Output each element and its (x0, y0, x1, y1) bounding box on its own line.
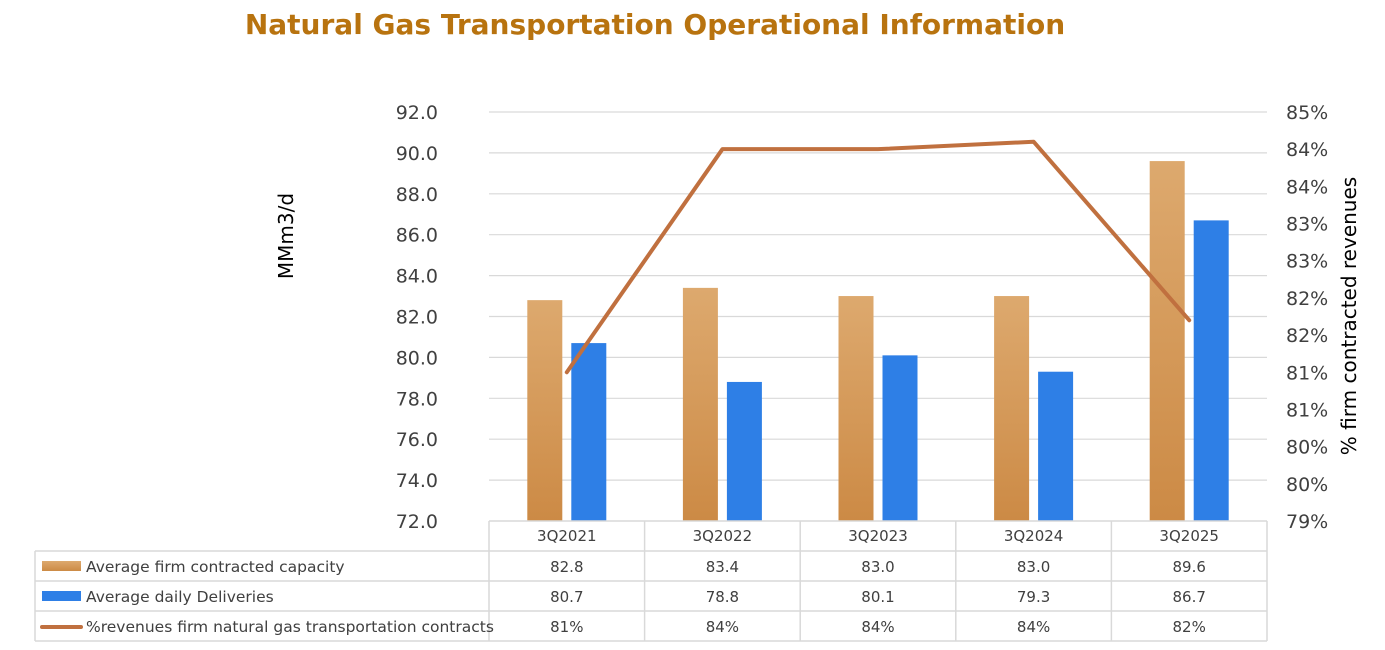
data-label: 84% (1017, 618, 1050, 636)
bar-firm-capacity (682, 287, 718, 521)
data-label: 86.7 (1172, 588, 1205, 606)
x-tick-label: 3Q2023 (848, 527, 908, 545)
y2-tick-label: 83% (1286, 214, 1328, 236)
bar-firm-capacity (838, 296, 874, 521)
bar-daily-deliveries (571, 343, 607, 521)
data-label: 80.1 (861, 588, 894, 606)
y-axis-title: MMm3/d (274, 193, 298, 279)
data-label: 83.0 (1017, 558, 1050, 576)
bar-daily-deliveries (1193, 220, 1229, 521)
y2-tick-label: 81% (1286, 399, 1328, 421)
data-table: 3Q2021 3Q2022 3Q2023 3Q2024 3Q2025 Average fi… (34, 520, 1268, 642)
legend-label: Average daily Deliveries (86, 588, 274, 606)
chart-title: Natural Gas Transportation Operational I… (245, 8, 1065, 41)
x-tick-label: 3Q2024 (1004, 527, 1064, 545)
data-label: 80.7 (550, 588, 583, 606)
line-firm-revenues (564, 139, 1192, 375)
data-label: 81% (550, 618, 583, 636)
x-tick-label: 3Q2021 (537, 527, 597, 545)
y-tick-label: 82.0 (396, 307, 438, 329)
y-tick-label: 88.0 (396, 184, 438, 206)
y2-tick-label: 85% (1286, 102, 1328, 124)
y2-tick-label: 82% (1286, 288, 1328, 310)
y-tick-label: 78.0 (396, 388, 438, 410)
data-label: 89.6 (1172, 558, 1205, 576)
y2-tick-label: 79% (1286, 511, 1328, 533)
line-series (564, 139, 1192, 375)
bar-firm-capacity (527, 300, 563, 521)
y2-axis-title: % firm contracted revenues (1337, 177, 1361, 455)
bar-daily-deliveries (1038, 371, 1074, 521)
data-label: 82% (1173, 618, 1206, 636)
y-tick-label: 86.0 (396, 225, 438, 247)
y2-tick-label: 80% (1286, 437, 1328, 459)
data-label: 79.3 (1017, 588, 1050, 606)
y2-tick-label: 82% (1286, 325, 1328, 347)
y-tick-label: 76.0 (396, 429, 438, 451)
gridlines (489, 111, 1267, 481)
y2-tick-label: 84% (1286, 176, 1328, 198)
y2-axis-ticks: 79% 80% 80% 81% 81% 82% 82% 83% 83% 84% 84% 85% (1286, 102, 1328, 533)
bar-firm-capacity (1149, 161, 1185, 521)
data-label: 84% (706, 618, 739, 636)
bar-firm-capacity (994, 296, 1030, 521)
data-label: 78.8 (706, 588, 739, 606)
y2-tick-label: 80% (1286, 474, 1328, 496)
x-tick-label: 3Q2025 (1159, 527, 1219, 545)
data-label: 84% (861, 618, 894, 636)
y-axis-ticks: 72.0 74.0 76.0 78.0 80.0 82.0 84.0 86.0 88.0 90.0… (396, 102, 438, 533)
x-tick-label: 3Q2022 (693, 527, 753, 545)
bar-daily-deliveries (882, 355, 918, 521)
bar-daily-deliveries (726, 381, 762, 521)
legend-key (42, 561, 81, 571)
bars (527, 161, 1229, 521)
y-tick-label: 90.0 (396, 143, 438, 165)
y2-tick-label: 84% (1286, 139, 1328, 161)
y-tick-label: 72.0 (396, 511, 438, 533)
y-tick-label: 84.0 (396, 266, 438, 288)
legend-label: Average firm contracted capacity (86, 558, 345, 576)
data-label: 82.8 (550, 558, 583, 576)
legend-key (42, 591, 81, 601)
data-label: 83.4 (706, 558, 739, 576)
legend-label: %revenues firm natural gas transportatio… (86, 618, 494, 636)
y-tick-label: 80.0 (396, 347, 438, 369)
y2-tick-label: 81% (1286, 362, 1328, 384)
y-tick-label: 74.0 (396, 470, 438, 492)
data-label: 83.0 (861, 558, 894, 576)
y-tick-label: 92.0 (396, 102, 438, 124)
y2-tick-label: 83% (1286, 251, 1328, 273)
